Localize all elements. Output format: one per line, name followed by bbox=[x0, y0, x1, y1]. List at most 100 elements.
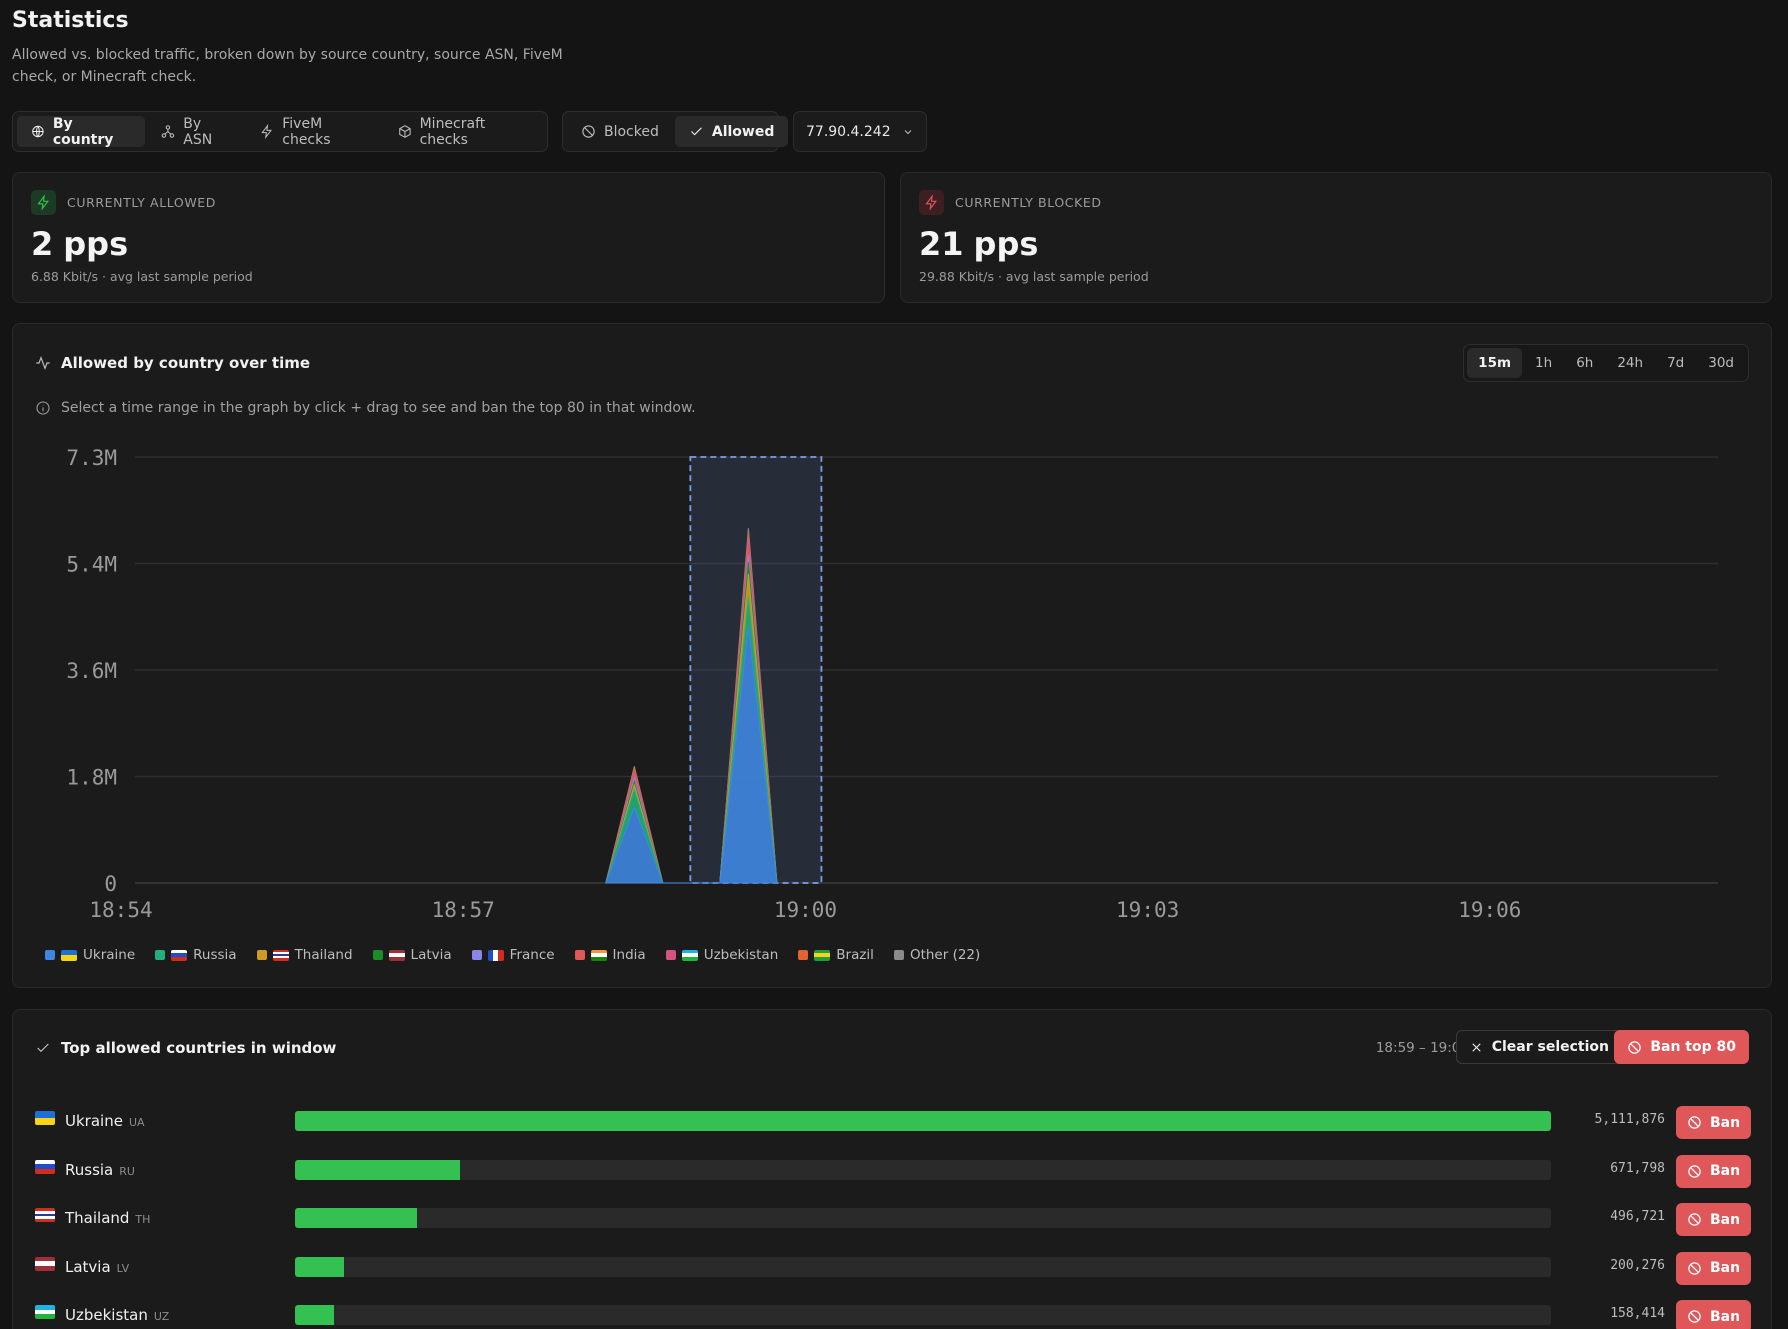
country-row: Thailand TH 496,721 Ban bbox=[35, 1203, 1751, 1237]
range-15m[interactable]: 15m bbox=[1467, 348, 1523, 378]
country-row: Ukraine UA 5,111,876 Ban bbox=[35, 1106, 1751, 1140]
country-name-cell: Latvia LV bbox=[65, 1258, 129, 1276]
country-code: UA bbox=[128, 1116, 145, 1129]
country-code: LV bbox=[116, 1261, 130, 1275]
ban-country-button[interactable]: Ban bbox=[1676, 1106, 1751, 1139]
bolt-icon bbox=[261, 124, 273, 139]
flag-icon bbox=[388, 949, 405, 961]
country-name: Russia bbox=[65, 1160, 114, 1179]
flag-icon bbox=[35, 1159, 55, 1174]
ban-icon bbox=[582, 125, 595, 138]
country-name: Ukraine bbox=[65, 1112, 123, 1130]
legend-item[interactable]: Uzbekistan bbox=[665, 947, 779, 963]
tab-by-country[interactable]: By country bbox=[17, 116, 146, 148]
legend-swatch bbox=[893, 950, 904, 960]
range-7d[interactable]: 7d bbox=[1667, 355, 1685, 371]
legend-label: Uzbekistan bbox=[703, 947, 779, 963]
legend-item[interactable]: Other (22) bbox=[893, 947, 981, 963]
legend-label: Latvia bbox=[410, 947, 452, 963]
packet-count: 671,798 bbox=[1610, 1160, 1665, 1176]
packet-count: 496,721 bbox=[1610, 1209, 1665, 1224]
legend-item[interactable]: Thailand bbox=[256, 947, 353, 963]
country-row: Uzbekistan UZ 158,414 Ban bbox=[35, 1300, 1751, 1329]
ip-select-value: 77.90.4.242 bbox=[806, 123, 891, 140]
y-tick-label: 7.3M bbox=[66, 446, 117, 470]
legend-swatch bbox=[155, 950, 166, 960]
blocked-unit: pps bbox=[973, 225, 1039, 263]
count-bar bbox=[295, 1111, 1551, 1131]
ban-icon bbox=[1688, 1213, 1701, 1226]
tab-fivem-checks[interactable]: FiveM checks bbox=[246, 115, 381, 148]
chevron-down-icon bbox=[904, 129, 912, 134]
legend-item[interactable]: Brazil bbox=[798, 947, 874, 963]
packet-count: 158,414 bbox=[1610, 1306, 1665, 1321]
legend-item[interactable]: Russia bbox=[155, 947, 237, 963]
country-name-cell: Uzbekistan UZ bbox=[65, 1306, 169, 1324]
country-code: TH bbox=[135, 1213, 151, 1226]
legend-label: France bbox=[509, 947, 555, 963]
chart-legend: Ukraine Russia Thailand Latvia France India Uz… bbox=[45, 947, 980, 963]
ban-label: Ban bbox=[1709, 1211, 1741, 1228]
ban-country-button[interactable]: Ban bbox=[1676, 1300, 1751, 1329]
tab-blocked-label: Blocked bbox=[604, 123, 659, 140]
traffic-chart[interactable]: 0 1.8M 3.6M 5.4M 7.3M 18:54 18:57 19:00 19:03 19:… bbox=[13, 324, 1773, 934]
ban-icon bbox=[1688, 1116, 1701, 1129]
tab-allowed[interactable]: Allowed bbox=[674, 116, 789, 147]
flag-icon bbox=[487, 949, 504, 961]
legend-label: Ukraine bbox=[83, 947, 136, 963]
ban-icon bbox=[1688, 1261, 1701, 1275]
ban-country-button[interactable]: Ban bbox=[1676, 1203, 1751, 1236]
legend-item[interactable]: France bbox=[471, 947, 555, 963]
country-name-cell: Ukraine UA bbox=[65, 1112, 145, 1130]
clear-selection-button[interactable]: Clear selection bbox=[1455, 1030, 1623, 1064]
legend-item[interactable]: India bbox=[574, 947, 646, 963]
tab-fivem-label: FiveM checks bbox=[282, 115, 331, 148]
count-bar-track bbox=[295, 1256, 1551, 1277]
country-row: Latvia LV 200,276 Ban bbox=[35, 1251, 1751, 1286]
tab-allowed-label: Allowed bbox=[711, 123, 775, 140]
range-6h[interactable]: 6h bbox=[1576, 355, 1594, 371]
range-1h[interactable]: 1h bbox=[1535, 355, 1553, 371]
country-name: Thailand bbox=[65, 1209, 130, 1227]
count-bar-track bbox=[295, 1208, 1551, 1228]
top-countries-card: Top allowed countries in window 18:59 – … bbox=[12, 1009, 1772, 1329]
x-tick-label: 19:03 bbox=[1116, 898, 1179, 922]
legend-swatch bbox=[372, 950, 383, 960]
check-icon bbox=[690, 127, 702, 136]
page-subtitle: Allowed vs. blocked traffic, broken down… bbox=[12, 47, 563, 85]
currently-blocked-card: CURRENTLY BLOCKED 21 pps 29.88 Kbit/s · a… bbox=[900, 172, 1772, 303]
country-name: Uzbekistan bbox=[65, 1306, 148, 1324]
ban-country-button[interactable]: Ban bbox=[1676, 1251, 1751, 1285]
country-name-cell: Thailand TH bbox=[65, 1209, 150, 1227]
legend-label: Other (22) bbox=[909, 947, 981, 963]
legend-item[interactable]: Ukraine bbox=[45, 947, 135, 963]
ban-label: Ban bbox=[1709, 1163, 1741, 1179]
range-30d[interactable]: 30d bbox=[1708, 355, 1734, 371]
legend-swatch bbox=[45, 950, 55, 960]
tab-by-asn[interactable]: By ASN bbox=[147, 115, 244, 148]
ban-icon bbox=[1688, 1164, 1701, 1178]
tab-minecraft-label: Minecraft checks bbox=[419, 115, 486, 148]
ip-select[interactable]: 77.90.4.242 bbox=[793, 111, 927, 152]
flag-icon bbox=[35, 1256, 55, 1271]
legend-item[interactable]: Latvia bbox=[372, 947, 452, 963]
blocked-sub: 29.88 Kbit/s · avg last sample period bbox=[919, 269, 1149, 284]
ban-top-button[interactable]: Ban top 80 bbox=[1614, 1030, 1749, 1064]
window-range: 18:59 – 19:00 bbox=[1375, 1040, 1469, 1056]
info-icon bbox=[36, 401, 50, 415]
tab-by-asn-label: By ASN bbox=[183, 115, 213, 148]
tab-minecraft-checks[interactable]: Minecraft checks bbox=[384, 115, 543, 148]
ban-top-label: Ban top 80 bbox=[1650, 1039, 1736, 1055]
ban-label: Ban bbox=[1709, 1114, 1741, 1131]
globe-icon bbox=[32, 125, 44, 138]
range-24h[interactable]: 24h bbox=[1617, 355, 1644, 371]
count-bar bbox=[295, 1256, 345, 1277]
flag-icon bbox=[681, 949, 698, 961]
ban-country-button[interactable]: Ban bbox=[1676, 1154, 1751, 1188]
legend-label: Thailand bbox=[294, 947, 353, 963]
count-bar-track bbox=[295, 1159, 1551, 1180]
tab-blocked[interactable]: Blocked bbox=[567, 116, 673, 147]
ban-icon bbox=[1688, 1310, 1701, 1323]
allowed-bolt-icon bbox=[31, 190, 56, 215]
chart-hint: Select a time range in the graph by clic… bbox=[35, 400, 696, 416]
